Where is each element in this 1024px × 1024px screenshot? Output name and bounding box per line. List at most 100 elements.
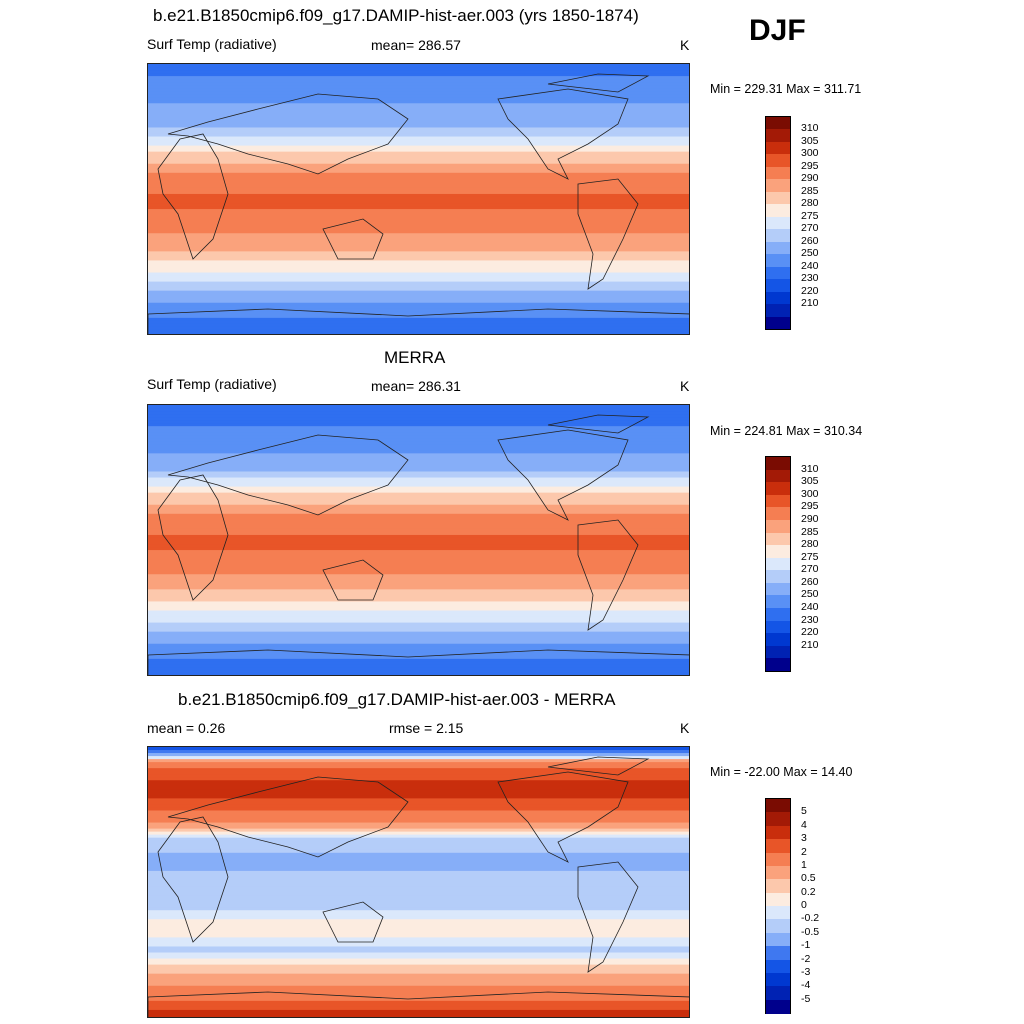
colorbar-tick-label: 280 xyxy=(801,197,819,210)
colorbar-cell xyxy=(766,582,790,596)
colorbar-cell xyxy=(766,919,790,934)
field-band xyxy=(148,85,689,89)
field-band xyxy=(148,522,689,527)
field-band xyxy=(148,970,689,975)
field-band xyxy=(148,589,689,593)
field-band xyxy=(148,828,689,833)
field-band xyxy=(148,486,689,491)
colorbar-cell xyxy=(766,241,790,255)
field-band xyxy=(148,607,689,612)
panel3-colorbar: 5 4 3 2 1 0.5 0.2 0 -0.2 -0.5 -1 -2 -3 -4 -5 xyxy=(765,798,819,1014)
field-band xyxy=(148,949,689,954)
colorbar-tick-label: 230 xyxy=(801,272,819,285)
panel3-minmax-label: Min = -22.00 Max = 14.40 xyxy=(710,765,853,779)
field-band xyxy=(148,64,689,68)
colorbar-tick-label: 250 xyxy=(801,247,819,260)
field-band xyxy=(148,777,689,781)
colorbar-cell xyxy=(766,494,790,508)
field-band xyxy=(148,819,689,824)
field-band xyxy=(148,946,689,951)
field-band xyxy=(148,305,689,310)
field-band xyxy=(148,438,689,442)
field-band xyxy=(148,595,689,600)
colorbar-tick-label: -1 xyxy=(801,939,811,952)
field-band xyxy=(148,804,689,809)
field-band xyxy=(148,203,689,207)
colorbar-cell xyxy=(766,507,790,521)
field-band xyxy=(148,142,689,147)
field-band xyxy=(148,471,689,476)
field-band xyxy=(148,254,689,259)
colorbar-tick-label: 285 xyxy=(801,525,819,538)
field-band xyxy=(148,157,689,162)
field-band xyxy=(148,562,689,566)
field-band xyxy=(148,873,689,878)
field-band xyxy=(148,613,689,618)
colorbar-tick-label: 0.5 xyxy=(801,872,816,885)
field-band xyxy=(148,889,689,893)
colorbar-tick-label: 0 xyxy=(801,899,807,911)
season-label: DJF xyxy=(749,14,806,47)
panel2-minmax-label: Min = 224.81 Max = 310.34 xyxy=(710,424,863,438)
field-band xyxy=(148,619,689,624)
field-band xyxy=(148,774,689,778)
field-band xyxy=(148,263,689,268)
field-band xyxy=(148,492,689,497)
field-band xyxy=(148,209,689,213)
field-band xyxy=(148,417,689,421)
field-band xyxy=(148,109,689,113)
colorbar-cell xyxy=(766,266,790,280)
field-band xyxy=(148,278,689,283)
field-band xyxy=(148,76,689,80)
field-band xyxy=(148,940,689,945)
field-band xyxy=(148,112,689,116)
colorbar-tick-label: 310 xyxy=(801,122,819,135)
field-band xyxy=(148,547,689,551)
field-band xyxy=(148,855,689,860)
colorbar-cell xyxy=(766,570,790,584)
field-band xyxy=(148,525,689,530)
field-band xyxy=(148,568,689,572)
field-band xyxy=(148,559,689,563)
colorbar-tick-label: 260 xyxy=(801,234,819,247)
field-band xyxy=(148,299,689,304)
colorbar-tick-label: 250 xyxy=(801,588,819,601)
field-band xyxy=(148,311,689,316)
field-band xyxy=(148,148,689,153)
field-band xyxy=(148,756,689,760)
field-band xyxy=(148,426,689,430)
panel2-title: MERRA xyxy=(384,348,446,367)
colorbar-cell xyxy=(766,166,790,180)
field-band xyxy=(148,780,689,784)
field-band xyxy=(148,151,689,156)
panel1-mean-label: mean= 286.57 xyxy=(371,37,461,53)
panel3-map xyxy=(147,746,690,1018)
panel1-colorbar: 310 305 300 295 290 285 280 275 270 260 250 240 230 2… xyxy=(765,116,819,330)
field-band xyxy=(148,414,689,418)
colorbar-cell xyxy=(766,986,790,1001)
field-band xyxy=(148,519,689,524)
field-band xyxy=(148,124,689,129)
colorbar-tick-label: -0.2 xyxy=(801,912,820,925)
field-band xyxy=(148,154,689,159)
field-band xyxy=(148,928,689,932)
colorbar-cell xyxy=(766,154,790,168)
field-band xyxy=(148,898,689,902)
colorbar-cell xyxy=(766,959,790,974)
coastline xyxy=(497,771,629,863)
field-band xyxy=(148,172,689,177)
colorbar-tick-label: 305 xyxy=(801,134,819,147)
colorbar-tick-label: 4 xyxy=(801,818,807,831)
field-band xyxy=(148,550,689,554)
colorbar-tick-label: 270 xyxy=(801,222,819,235)
field-band xyxy=(148,879,689,884)
field-band xyxy=(148,218,689,222)
coastline xyxy=(148,649,689,675)
colorbar-tick-label: -2 xyxy=(801,952,811,965)
coastline xyxy=(148,991,689,1017)
field-band xyxy=(148,435,689,439)
field-band xyxy=(148,230,689,234)
panel3-title: b.e21.B1850cmip6.f09_g17.DAMIP-hist-aer.… xyxy=(178,690,616,709)
colorbar-tick-label: 295 xyxy=(801,159,819,172)
field-band xyxy=(148,465,689,470)
